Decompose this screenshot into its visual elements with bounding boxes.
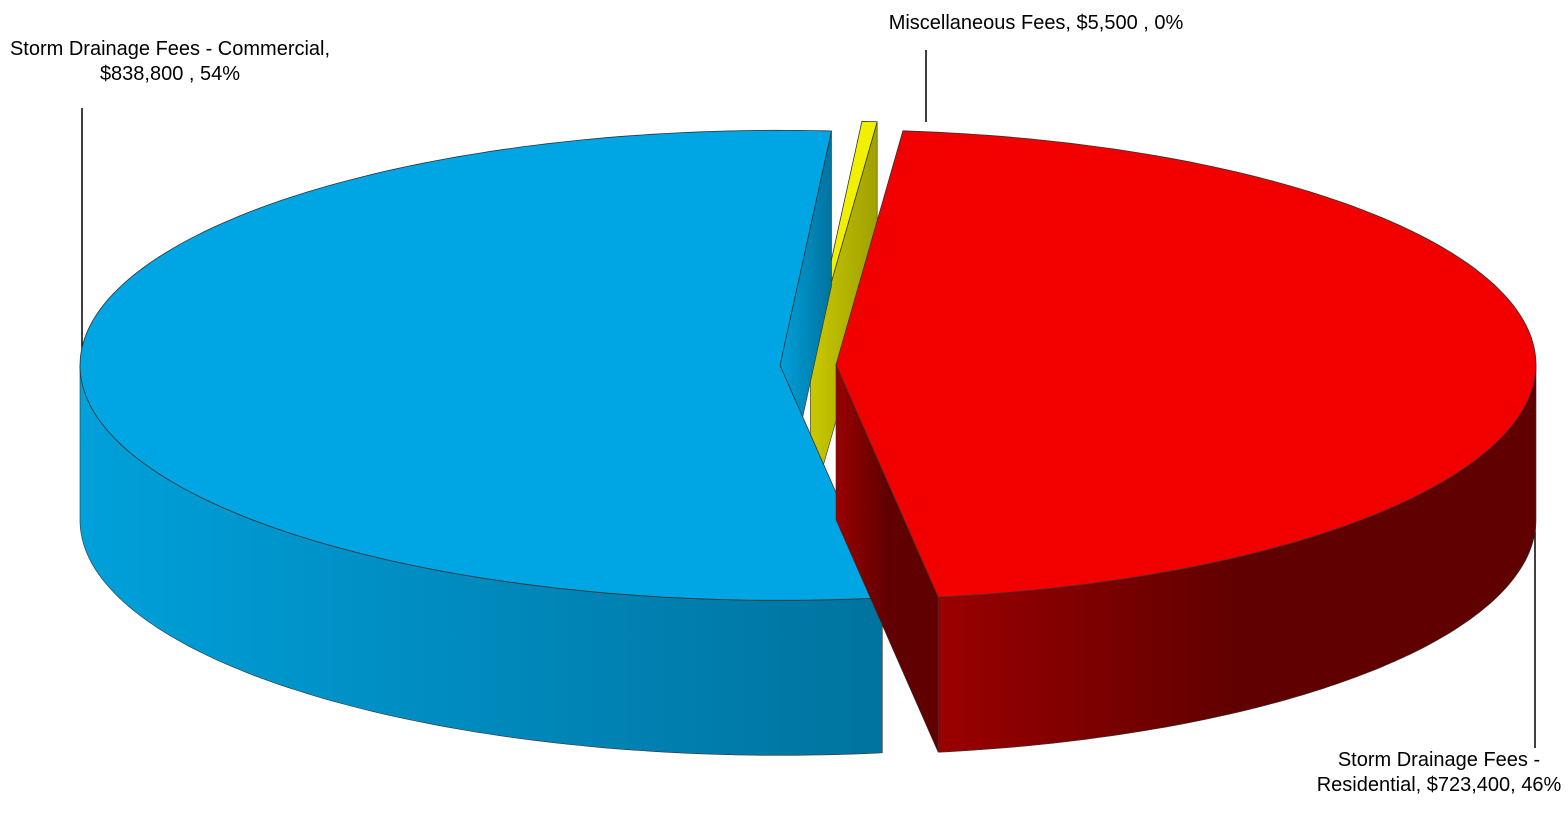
slice-label: Miscellaneous Fees, $5,500 , 0% [888,12,1184,34]
slice-label: Storm Drainage Fees - Commercial, $838,8… [9,38,331,85]
slice-top [79,129,883,601]
slice-top [835,130,1537,598]
slice-label: Storm Drainage Fees - Residential, $723,… [1316,749,1562,796]
